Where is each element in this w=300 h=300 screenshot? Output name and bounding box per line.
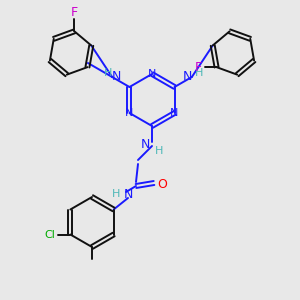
Text: N: N [148,69,156,79]
Text: H: H [195,68,203,78]
Text: F: F [195,61,202,74]
Text: F: F [71,6,78,19]
Text: N: N [112,70,121,83]
Text: H: H [104,68,112,78]
Text: N: N [123,188,133,200]
Text: N: N [183,70,193,83]
Text: H: H [155,146,163,156]
Text: N: N [125,108,134,118]
Text: Cl: Cl [44,230,55,239]
Text: N: N [170,108,179,118]
Text: H: H [112,189,120,199]
Text: N: N [140,139,150,152]
Text: O: O [157,178,167,190]
